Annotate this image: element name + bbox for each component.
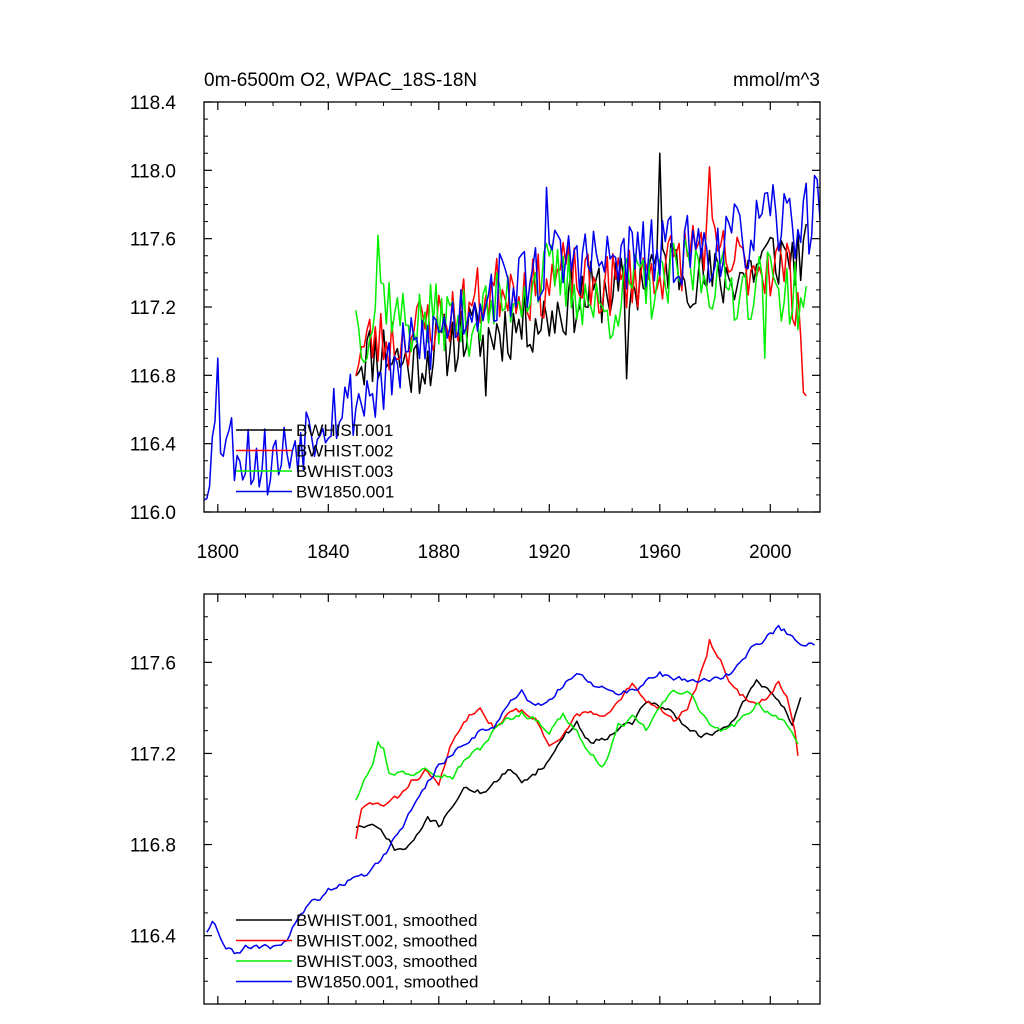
y-tick-label: 116.4 [130, 927, 177, 948]
y-tick-label: 117.6 [130, 653, 176, 674]
top-ticks [204, 101, 820, 513]
top-y-tick-labels: 116.0 116.4 116.8 117.2 117.6 118.0 118.4 [130, 93, 177, 524]
series-line-2 [355, 638, 799, 840]
y-tick-label: 116.0 [130, 503, 176, 524]
series-line-2 [355, 166, 807, 397]
legend-label: BW1850.001 [296, 483, 394, 502]
legend-label: BWHIST.001 [296, 421, 393, 440]
series-line-4 [204, 174, 820, 501]
series-line-1 [355, 679, 802, 851]
units-label: mmol/m^3 [733, 70, 820, 91]
x-tick-label: 1920 [528, 542, 570, 563]
y-tick-label: 117.2 [130, 298, 176, 319]
bottom-ticks [204, 593, 820, 1005]
legend-label: BWHIST.003, smoothed [296, 952, 477, 971]
bottom-y-tick-labels: 116.4 116.8 117.2 117.6 [130, 653, 177, 947]
series-line-1 [355, 152, 807, 397]
series-line-3 [355, 689, 799, 801]
legend-label: BW1850.001, smoothed [296, 973, 478, 992]
legend-label: BWHIST.001, smoothed [296, 911, 477, 930]
chart-title: 0m-6500m O2, WPAC_18S-18N [204, 70, 477, 91]
top-x-tick-labels: 1800 1840 1880 1920 1960 2000 [197, 542, 792, 563]
x-tick-label: 1840 [307, 542, 349, 563]
legend-label: BWHIST.002 [296, 442, 393, 461]
y-tick-label: 116.4 [130, 435, 177, 456]
legend-label: BWHIST.002, smoothed [296, 932, 477, 951]
bottom-series-layer [206, 624, 815, 955]
series-line-3 [355, 234, 807, 364]
bottom-legend: BWHIST.001, smoothed BWHIST.002, smoothed… [236, 911, 478, 992]
top-panel: 0m-6500m O2, WPAC_18S-18N mmol/m^3 116.0… [130, 70, 821, 563]
y-tick-label: 117.6 [130, 230, 176, 251]
y-tick-label: 116.8 [130, 366, 176, 387]
x-tick-label: 1800 [197, 542, 239, 563]
y-tick-label: 117.2 [130, 744, 176, 765]
y-tick-label: 118.4 [130, 93, 177, 114]
bottom-panel: 116.4 116.8 117.2 117.6 BWHIST.001, smoothe… [130, 593, 821, 1005]
series-line-4 [206, 624, 815, 955]
x-tick-label: 2000 [749, 542, 791, 563]
y-tick-label: 118.0 [130, 161, 176, 182]
x-tick-label: 1960 [639, 542, 681, 563]
legend-label: BWHIST.003 [296, 462, 393, 481]
x-tick-label: 1880 [418, 542, 460, 563]
y-tick-label: 116.8 [130, 836, 176, 857]
top-series-layer [204, 152, 820, 501]
